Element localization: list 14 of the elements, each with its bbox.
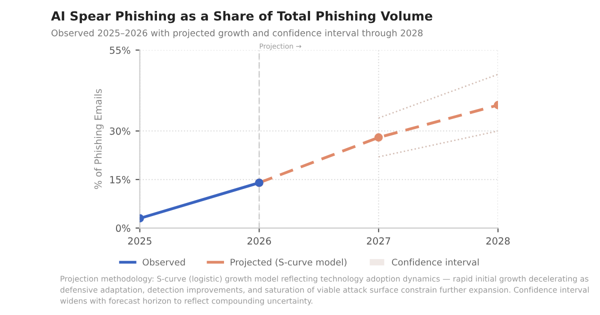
x-tick-label: 2028: [486, 237, 510, 245]
x-tick-label: 2027: [366, 237, 390, 245]
chart-subtitle: Observed 2025–2026 with projected growth and confidence interval through 2028: [52, 29, 423, 38]
y-tick-label: 0%: [116, 224, 130, 232]
legend-label: Projected (S-curve model): [230, 258, 346, 268]
legend-label: Observed: [142, 258, 185, 266]
y-axis-title: % of Phishing Emails: [94, 89, 104, 189]
y-tick-label: 55%: [110, 46, 130, 54]
y-tick-label: 30%: [110, 127, 130, 135]
chart-title: AI Spear Phishing as a Share of Total Phishing Volume: [51, 10, 432, 24]
legend-label: Confidence interval: [392, 258, 479, 266]
x-tick-label: 2026: [248, 237, 271, 245]
y-tick-label: 15%: [110, 176, 130, 184]
x-tick-label: 2025: [128, 237, 152, 245]
